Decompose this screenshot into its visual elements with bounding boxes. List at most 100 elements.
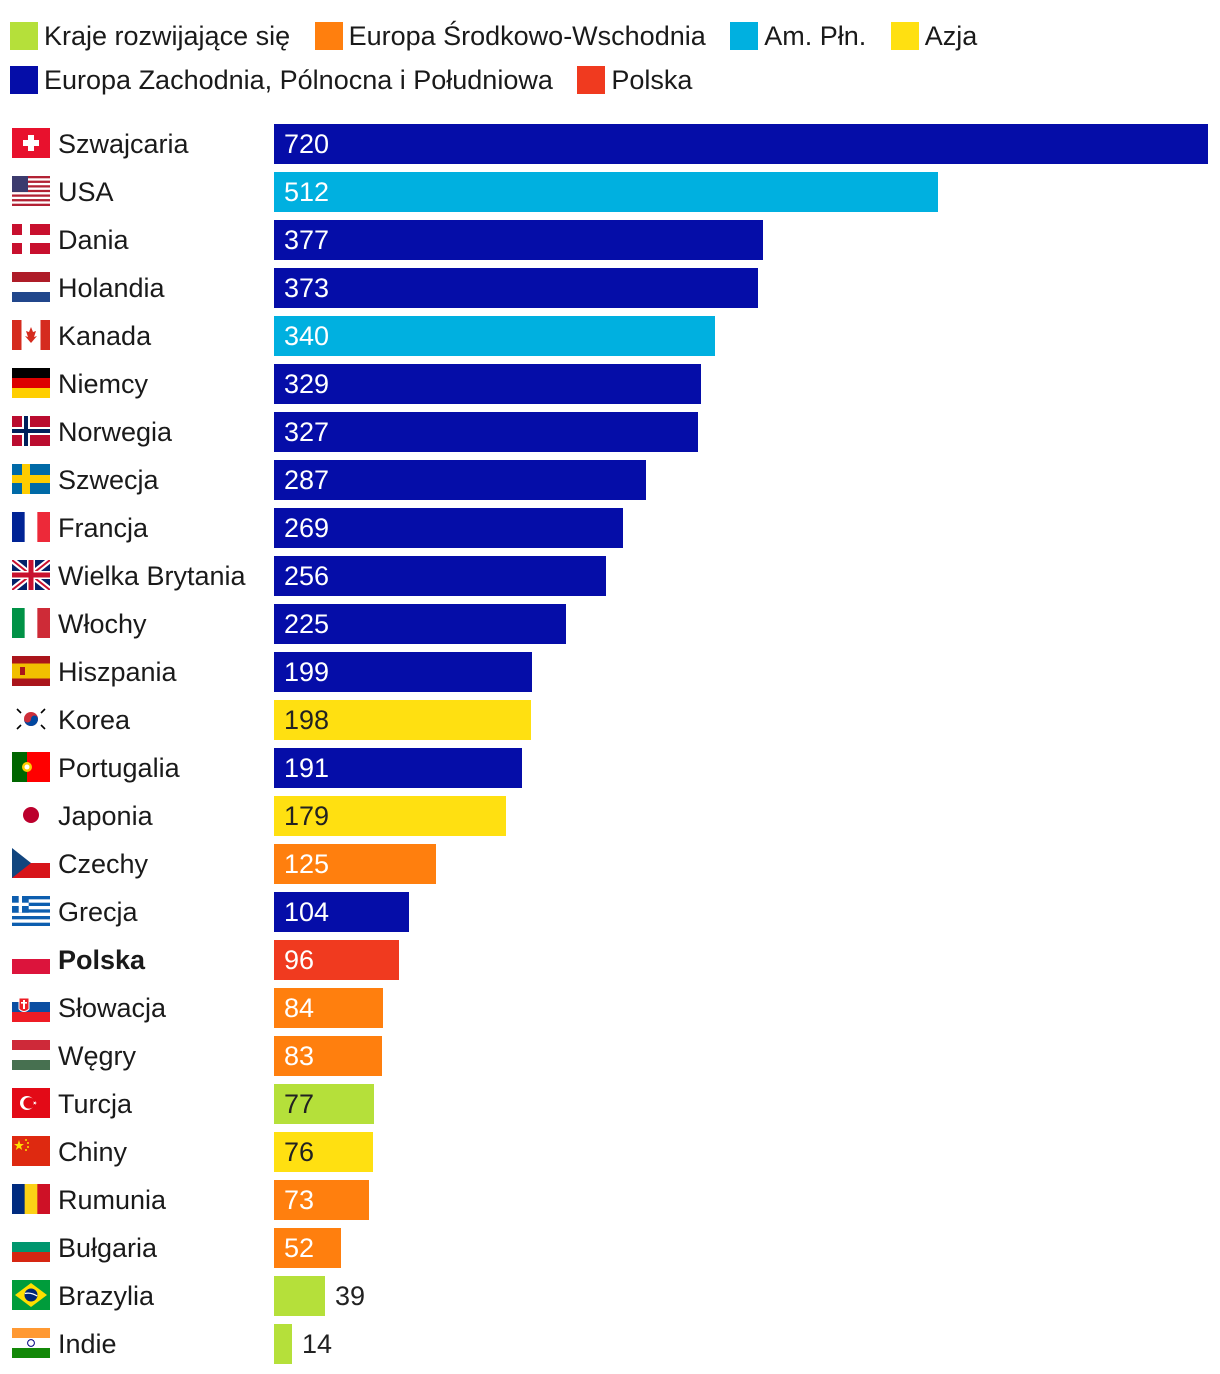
- legend-swatch: [890, 22, 919, 50]
- legend-label: Europa Zachodnia, Pólnocna i Południowa: [44, 64, 553, 95]
- flag-uk-icon: [12, 560, 50, 590]
- bar: [274, 220, 763, 260]
- bar: [274, 508, 623, 548]
- flag-netherlands-icon: [12, 272, 50, 302]
- value-label: 125: [284, 849, 330, 879]
- flag-greece-icon: [12, 896, 50, 926]
- legend-item-north-america: Am. Płn.: [730, 14, 866, 58]
- bar-row: Szwecja 287: [0, 460, 1220, 500]
- country-label: Polska: [58, 945, 146, 975]
- value-label: 52: [284, 1233, 315, 1263]
- bar: [274, 892, 409, 932]
- bar: [274, 844, 436, 884]
- bar: [274, 988, 383, 1028]
- country-label: Szwajcaria: [58, 129, 189, 159]
- value-label: 83: [284, 1041, 315, 1071]
- bar: [274, 556, 606, 596]
- bar: [274, 124, 1208, 164]
- value-label: 199: [284, 657, 330, 687]
- bar: [274, 1036, 382, 1076]
- country-label: Brazylia: [58, 1281, 155, 1311]
- bar: [274, 604, 566, 644]
- bar: [274, 172, 938, 212]
- bar-row: Grecja 104: [0, 892, 1220, 932]
- flag-portugal-icon: [12, 752, 50, 782]
- bar-row: Korea 198: [0, 700, 1220, 740]
- legend-swatch: [10, 22, 38, 50]
- flag-norway-icon: [12, 416, 50, 446]
- flag-canada-icon: [12, 320, 50, 350]
- bar-row: Słowacja 84: [0, 988, 1220, 1028]
- bar-row: Portugalia 191: [0, 748, 1220, 788]
- value-label: 377: [284, 225, 330, 255]
- country-label: Francja: [58, 513, 149, 543]
- bar: [274, 1276, 325, 1316]
- flag-czechia-icon: [12, 848, 50, 878]
- bar-row: Chiny 76: [0, 1132, 1220, 1172]
- country-label: Japonia: [58, 801, 153, 831]
- bar: [274, 316, 715, 356]
- country-label: Rumunia: [58, 1185, 167, 1215]
- flag-hungary-icon: [12, 1040, 50, 1070]
- bar-row: Szwajcaria 720: [0, 124, 1220, 164]
- bar-row: Francja 269: [0, 508, 1220, 548]
- bar-row: Polska 96: [0, 940, 1220, 980]
- bar-row: Turcja 77: [0, 1084, 1220, 1124]
- flag-slovakia-icon: [12, 992, 50, 1022]
- bar-row: Kanada 340: [0, 316, 1220, 356]
- flag-france-icon: [12, 512, 50, 542]
- flag-spain-icon: [12, 656, 50, 686]
- bar: [274, 364, 701, 404]
- value-label: 179: [284, 801, 330, 831]
- flag-poland-icon: [12, 944, 50, 974]
- country-label: Norwegia: [58, 417, 173, 447]
- legend-swatch: [730, 22, 759, 50]
- bar-row: Hiszpania 199: [0, 652, 1220, 692]
- value-label: 340: [284, 321, 330, 351]
- value-label: 327: [284, 417, 330, 447]
- bar-row: Norwegia 327: [0, 412, 1220, 452]
- bar-row: Wielka Brytania 256: [0, 556, 1220, 596]
- country-label: Turcja: [58, 1089, 133, 1119]
- bar-row: Brazylia 39: [0, 1276, 1220, 1316]
- flag-bulgaria-icon: [12, 1232, 50, 1262]
- value-label: 329: [284, 369, 330, 399]
- country-label: Chiny: [58, 1137, 128, 1167]
- bar: [274, 1324, 292, 1364]
- country-label: Wielka Brytania: [58, 561, 246, 591]
- bar-row: Rumunia 73: [0, 1180, 1220, 1220]
- flag-switzerland-icon: [12, 128, 50, 158]
- flag-japan-icon: [12, 800, 50, 830]
- bar: [274, 1180, 369, 1220]
- value-label: 198: [284, 705, 330, 735]
- bar: [274, 748, 522, 788]
- bar-row: Włochy 225: [0, 604, 1220, 644]
- country-label: Włochy: [58, 609, 147, 639]
- value-label: 77: [284, 1089, 315, 1119]
- legend-label: Europa Środkowo-Wschodnia: [348, 20, 706, 51]
- bar: [274, 652, 532, 692]
- legend-swatch: [10, 66, 38, 94]
- bar-row: Niemcy 329: [0, 364, 1220, 404]
- country-label: Portugalia: [58, 753, 180, 783]
- bar-row: Japonia 179: [0, 796, 1220, 836]
- bar-row: Czechy 125: [0, 844, 1220, 884]
- bar-row: Dania 377: [0, 220, 1220, 260]
- country-label: Hiszpania: [58, 657, 177, 687]
- country-label: Grecja: [58, 897, 138, 927]
- value-label: 191: [284, 753, 330, 783]
- flag-romania-icon: [12, 1184, 50, 1214]
- bar-row: Indie 14: [0, 1324, 1220, 1364]
- legend-item-central-eastern-europe: Europa Środkowo-Wschodnia: [314, 14, 706, 58]
- country-label: Czechy: [58, 849, 149, 879]
- bar-row: Węgry 83: [0, 1036, 1220, 1076]
- bar: [274, 700, 531, 740]
- bar: [274, 1132, 373, 1172]
- flag-turkey-icon: [12, 1088, 50, 1118]
- flag-denmark-icon: [12, 224, 50, 254]
- bar: [274, 460, 646, 500]
- value-label: 73: [284, 1185, 315, 1215]
- flag-germany-icon: [12, 368, 50, 398]
- value-label: 14: [302, 1329, 333, 1359]
